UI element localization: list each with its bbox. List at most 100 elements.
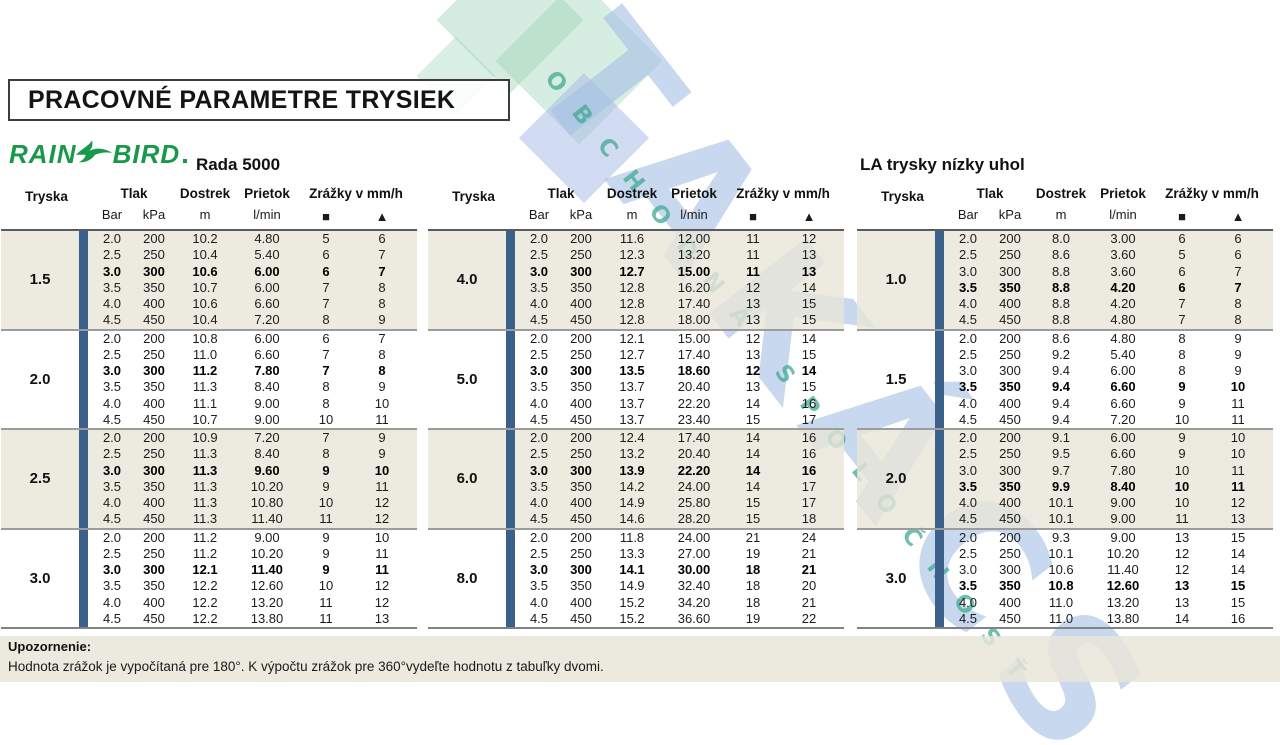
data-cell: 2.0 bbox=[958, 529, 978, 545]
data-cell: 350 bbox=[999, 478, 1021, 494]
data-cell: 11 bbox=[1231, 411, 1245, 427]
triangle-icon: ▲ bbox=[375, 209, 389, 224]
data-cell: 3.60 bbox=[1110, 263, 1136, 279]
data-row: 3.5 350 8.8 4.20 6 7 bbox=[948, 280, 1268, 296]
data-cell: 11.0 bbox=[1048, 594, 1074, 610]
data-cell: 7 bbox=[322, 430, 330, 445]
data-cell: 7 bbox=[378, 263, 386, 279]
data-cell: 6 bbox=[322, 247, 330, 263]
data-cell: 7 bbox=[1234, 279, 1242, 295]
data-cell: 450 bbox=[999, 411, 1021, 427]
nozzle-size-label: 4.0 bbox=[456, 271, 478, 289]
nozzle-group: 3.0 2.0 200 9.3 9.00 13 15 2.5 250 10.1 10.20 12 14 3… bbox=[857, 527, 1273, 627]
data-cell: 350 bbox=[570, 279, 592, 295]
data-cell: 2.5 bbox=[102, 346, 122, 362]
data-cell: 13 bbox=[1174, 578, 1190, 594]
data-cell: 11.3 bbox=[192, 446, 218, 462]
data-cell: 4.5 bbox=[958, 411, 978, 427]
data-cell: 9.4 bbox=[1051, 379, 1071, 395]
data-row: 2.0 200 11.2 9.00 9 10 bbox=[92, 530, 412, 546]
table-title: LA trysky nízky uhol bbox=[860, 155, 1025, 174]
nozzle-size-label: 8.0 bbox=[456, 569, 478, 587]
data-cell: 9.4 bbox=[1051, 395, 1071, 411]
data-cell: 14.1 bbox=[619, 562, 645, 577]
table-body: 1.0 2.0 200 8.0 3.00 6 6 2.5 250 8.6 3.60 5 6 3.0 300 8… bbox=[857, 229, 1273, 629]
data-cell: 13.20 bbox=[677, 247, 711, 263]
data-cell: 3.0 bbox=[958, 263, 978, 279]
data-row: 4.0 400 15.2 34.20 18 21 bbox=[519, 595, 839, 611]
data-cell: 18.60 bbox=[677, 363, 711, 378]
data-cell: 22.20 bbox=[677, 395, 711, 411]
data-cell: 14 bbox=[745, 462, 761, 478]
data-cell: 6 bbox=[1178, 279, 1186, 295]
data-cell: 3.5 bbox=[529, 578, 549, 594]
data-cell: 16 bbox=[801, 446, 817, 462]
data-cell: 21 bbox=[801, 562, 817, 577]
data-row: 2.0 200 10.9 7.20 7 9 bbox=[92, 430, 412, 446]
data-cell: 9.60 bbox=[254, 462, 280, 478]
data-cell: 450 bbox=[999, 511, 1021, 527]
data-cell: 3.0 bbox=[102, 562, 122, 577]
data-cell: 10 bbox=[1174, 478, 1190, 494]
data-cell: 12 bbox=[1174, 562, 1190, 577]
nozzle-group: 5.0 2.0 200 12.1 15.00 12 14 2.5 250 12.7 17.40 13 1… bbox=[428, 328, 844, 428]
group-accent-bar bbox=[506, 529, 515, 627]
data-cell: 2.0 bbox=[102, 529, 122, 545]
data-row: 4.0 400 10.6 6.60 7 8 bbox=[92, 296, 412, 312]
data-cell: 14 bbox=[745, 430, 761, 445]
data-cell: 9 bbox=[1178, 430, 1186, 445]
data-cell: 17 bbox=[801, 495, 817, 510]
data-cell: 7.80 bbox=[1110, 462, 1136, 478]
data-cell: 12 bbox=[374, 511, 390, 527]
data-cell: 14 bbox=[745, 395, 761, 411]
data-cell: 11.3 bbox=[192, 478, 218, 494]
page-title: PRACOVNÉ PARAMETRE TRYSIEK bbox=[28, 85, 456, 114]
data-cell: 400 bbox=[143, 495, 165, 510]
col-header-m: m bbox=[1055, 207, 1067, 222]
data-cell: 12 bbox=[745, 363, 761, 378]
nozzle-group: 3.0 2.0 200 11.2 9.00 9 10 2.5 250 11.2 10.20 9 11 3.… bbox=[1, 527, 417, 628]
square-icon: ■ bbox=[1178, 209, 1186, 224]
data-cell: 10.20 bbox=[1106, 545, 1140, 561]
data-row: 2.5 250 9.5 6.60 9 10 bbox=[948, 446, 1268, 462]
data-cell: 6.00 bbox=[254, 263, 280, 279]
data-cell: 9 bbox=[322, 478, 330, 494]
data-row: 2.0 200 12.4 17.40 14 16 bbox=[519, 430, 839, 446]
data-cell: 300 bbox=[570, 562, 592, 577]
data-row: 4.0 400 14.9 25.80 15 17 bbox=[519, 495, 839, 511]
data-cell: 9 bbox=[378, 430, 386, 445]
data-cell: 200 bbox=[999, 231, 1021, 246]
data-cell: 300 bbox=[999, 562, 1021, 577]
data-cell: 6 bbox=[1234, 231, 1242, 246]
data-cell: 15 bbox=[745, 411, 761, 427]
group-accent-bar bbox=[79, 529, 88, 627]
data-cell: 8 bbox=[322, 446, 330, 462]
data-cell: 6 bbox=[1178, 231, 1186, 246]
data-cell: 9 bbox=[378, 312, 386, 328]
data-cell: 12.60 bbox=[1106, 578, 1140, 594]
data-cell: 13 bbox=[801, 247, 817, 263]
data-cell: 3.5 bbox=[102, 379, 122, 395]
group-rows: 2.0 200 11.2 9.00 9 10 2.5 250 11.2 10.20 9 11 3.0 30… bbox=[88, 530, 412, 628]
data-cell: 7 bbox=[1234, 263, 1242, 279]
data-cell: 250 bbox=[570, 346, 592, 362]
data-cell: 7 bbox=[322, 296, 330, 311]
data-cell: 12 bbox=[374, 495, 390, 510]
data-cell: 3.0 bbox=[529, 363, 549, 378]
data-cell: 8 bbox=[1234, 312, 1242, 328]
data-cell: 15 bbox=[1230, 529, 1246, 545]
data-cell: 4.0 bbox=[958, 495, 978, 510]
data-cell: 400 bbox=[570, 296, 592, 311]
rainbird-logo-dot bbox=[183, 159, 188, 163]
data-row: 3.5 350 10.8 12.60 13 15 bbox=[948, 578, 1268, 594]
data-cell: 19 bbox=[745, 610, 761, 626]
data-cell: 14.9 bbox=[619, 495, 645, 510]
data-row: 3.0 300 11.2 7.80 7 8 bbox=[92, 363, 412, 379]
data-cell: 300 bbox=[570, 263, 592, 279]
nozzle-group: 1.0 2.0 200 8.0 3.00 6 6 2.5 250 8.6 3.60 5 6 3.0 300 8… bbox=[857, 231, 1273, 329]
data-cell: 18 bbox=[745, 562, 761, 577]
data-cell: 350 bbox=[143, 379, 165, 395]
data-cell: 200 bbox=[143, 231, 165, 246]
data-cell: 11 bbox=[1231, 462, 1245, 478]
data-cell: 14 bbox=[1230, 545, 1246, 561]
